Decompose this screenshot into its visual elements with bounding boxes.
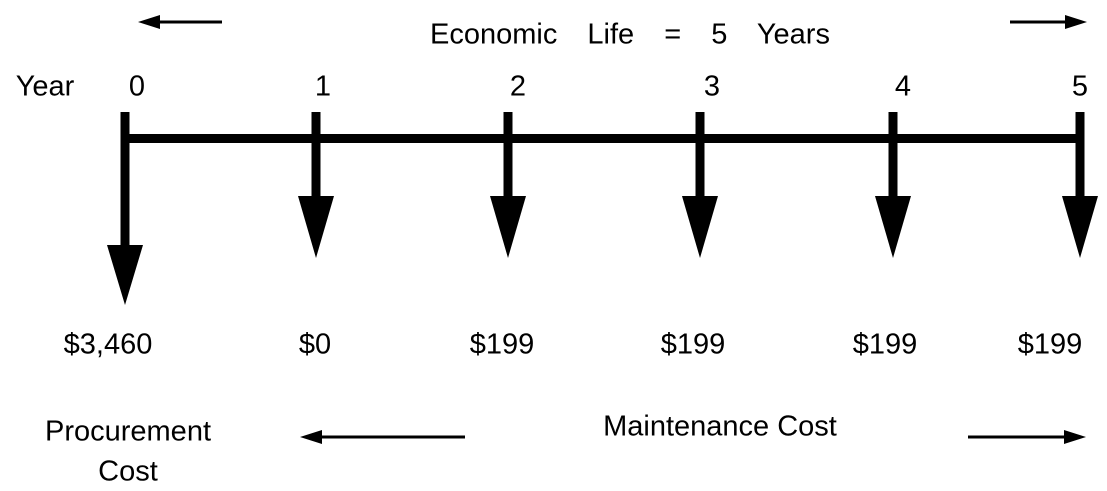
year-number: 5 [1072, 71, 1088, 103]
year-number: 3 [704, 71, 720, 103]
year-number: 4 [895, 71, 911, 103]
year-number: 0 [129, 71, 145, 103]
cash-flow-arrow-head [490, 196, 526, 258]
cash-flow-arrow-shaft [503, 112, 513, 198]
timeline [121, 134, 1084, 143]
procurement-label: Cost [98, 456, 158, 488]
cash-flow-arrow-head [1062, 196, 1098, 258]
title: Economic Life = 5 Years [430, 19, 830, 51]
cash-flow-arrow-head [875, 196, 911, 258]
cash-amount: $199 [853, 329, 918, 361]
procurement-label: Procurement [45, 416, 211, 448]
cash-amount: $199 [470, 329, 535, 361]
cash-flow-arrow-head [298, 196, 334, 258]
maintenance-label: Maintenance Cost [603, 411, 837, 443]
arrow-head [300, 430, 322, 444]
cash-flow-arrow-shaft [120, 112, 130, 247]
cash-amount: $199 [661, 329, 726, 361]
cash-flow-arrow-head [107, 245, 143, 305]
arrow-head [138, 15, 160, 29]
cash-amount: $0 [299, 329, 331, 361]
cash-flow-arrow-shaft [1075, 112, 1085, 198]
cash-flow-arrow-head [682, 196, 718, 258]
span-arrows [138, 15, 1087, 444]
cash-amount: $3,460 [64, 329, 153, 361]
cash-flow-arrow-shaft [695, 112, 705, 198]
year-number: 1 [315, 71, 331, 103]
cash-amount: $199 [1018, 329, 1083, 361]
arrow-head [1065, 15, 1087, 29]
year-label: Year [16, 71, 75, 103]
arrow-head [1064, 430, 1086, 444]
year-number: 2 [510, 71, 526, 103]
cash-flow-arrow-shaft [311, 112, 321, 198]
cash-flow-arrow-shaft [888, 112, 898, 198]
